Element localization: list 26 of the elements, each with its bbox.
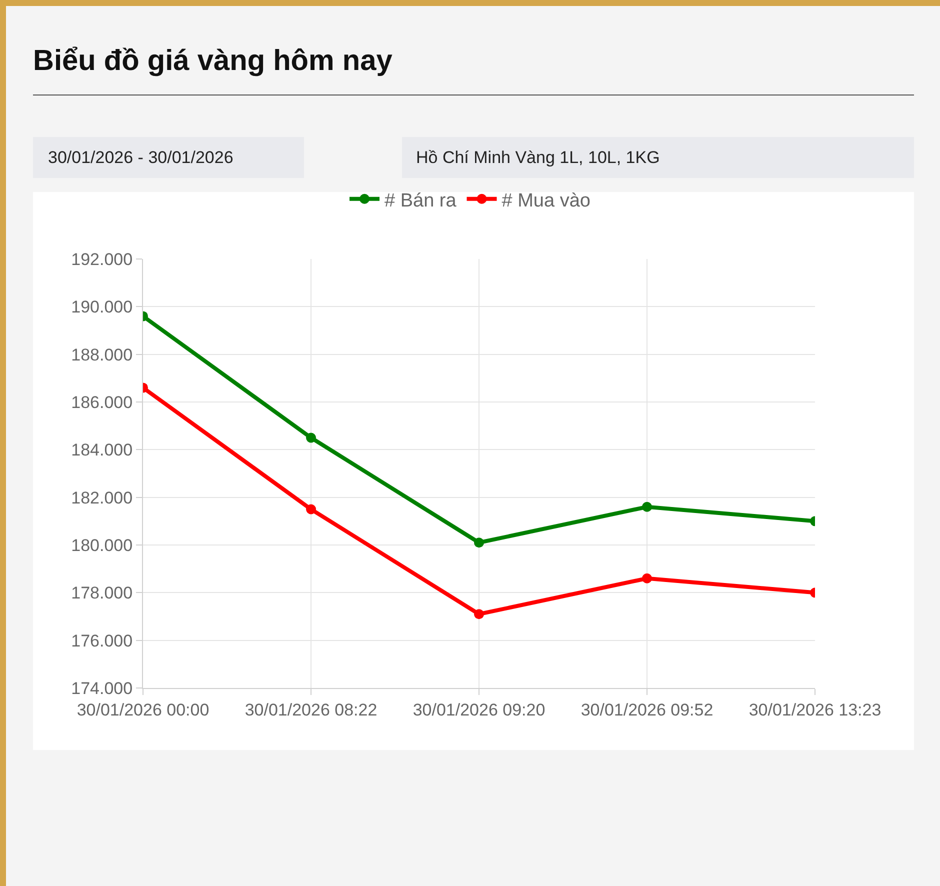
point bbox=[474, 609, 484, 620]
text: Hồ Chí Minh Vàng 1L, 10L, 1KG bbox=[416, 148, 660, 167]
y-tick-label: 192.000 bbox=[71, 250, 133, 269]
point bbox=[642, 573, 652, 584]
y-tick-label: 186.000 bbox=[71, 392, 133, 412]
y-tick-label: 190.000 bbox=[71, 298, 133, 317]
text: 30/01/2026 - 30/01/2026 bbox=[48, 148, 234, 167]
legend-label: # Mua vào bbox=[502, 190, 590, 212]
point bbox=[474, 538, 484, 548]
y-tick-label: 176.000 bbox=[71, 631, 133, 650]
y-tick-label: 188.000 bbox=[71, 345, 133, 364]
legend-label: # Bán ra bbox=[384, 190, 457, 212]
x-tick-label: 30/01/2026 09:20 bbox=[412, 700, 546, 720]
point bbox=[306, 432, 316, 443]
y-tick-label: 180.000 bbox=[71, 536, 133, 555]
point bbox=[306, 504, 316, 514]
x-tick-label: 30/01/2026 08:22 bbox=[244, 700, 378, 720]
x-tick-label: 30/01/2026 09:52 bbox=[580, 700, 714, 720]
point bbox=[642, 502, 652, 512]
y-tick-label: 184.000 bbox=[71, 440, 133, 460]
x-tick-label: 30/01/2026 00:00 bbox=[76, 700, 210, 720]
y-tick-label: 178.000 bbox=[71, 584, 133, 603]
y-tick-label: 182.000 bbox=[71, 488, 133, 508]
y-tick-label: 174.000 bbox=[71, 678, 133, 698]
chart-title: Biểu đồ giá vàng hôm nay bbox=[33, 45, 392, 78]
x-tick-label: 30/01/2026 13:23 bbox=[748, 700, 882, 720]
